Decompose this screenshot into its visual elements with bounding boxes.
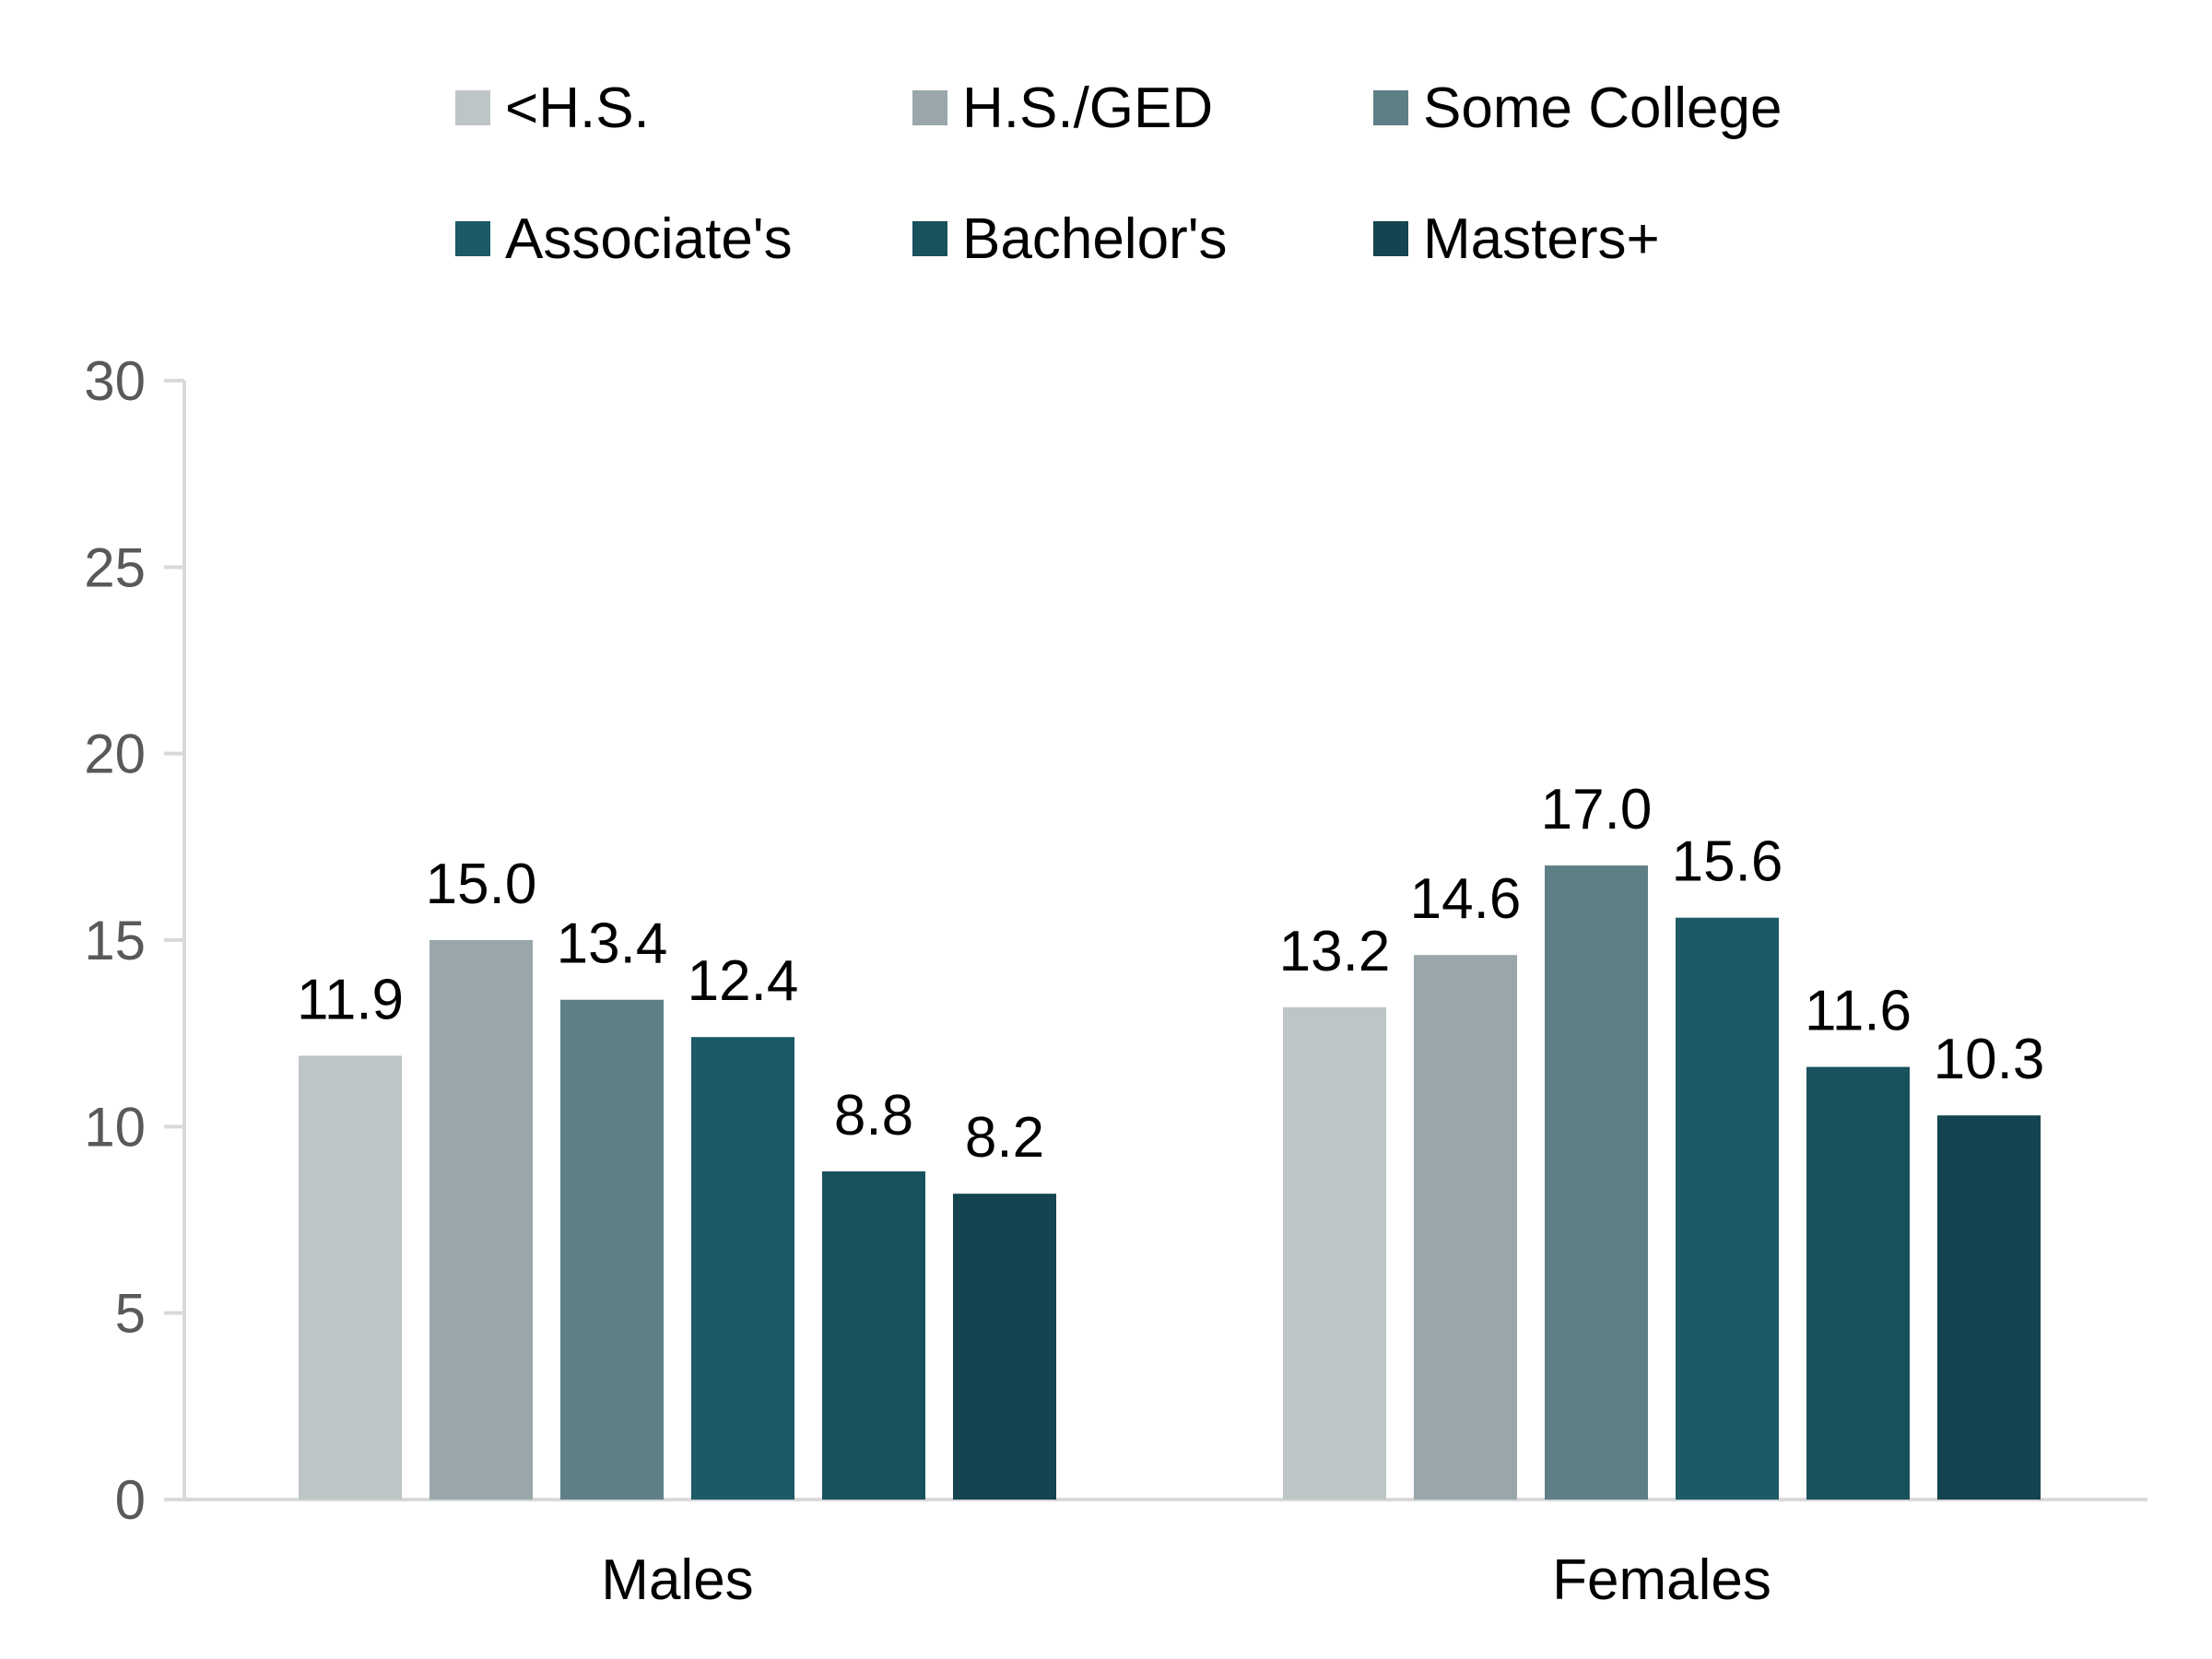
legend-swatch (455, 90, 490, 125)
bar (1283, 1006, 1386, 1500)
legend-swatch (912, 90, 947, 125)
y-tick-label: 20 (84, 724, 146, 785)
legend-label: Masters+ (1423, 207, 1660, 271)
bar (1806, 1066, 1910, 1500)
bar (1937, 1115, 2041, 1500)
bar (429, 940, 533, 1500)
bar (560, 999, 664, 1500)
x-category-label: Females (1552, 1548, 1771, 1612)
data-label: 15.6 (1672, 830, 1783, 894)
legend-label: Associate's (505, 207, 793, 271)
x-category-label: Males (601, 1548, 753, 1612)
legend-swatch (912, 221, 947, 256)
y-tick-label: 0 (115, 1469, 146, 1531)
data-label: 14.6 (1410, 867, 1522, 931)
data-label: 15.0 (426, 853, 537, 916)
legend-swatch (1373, 221, 1408, 256)
y-tick-label: 10 (84, 1096, 146, 1158)
legend-label: H.S./GED (962, 76, 1213, 140)
y-tick-label: 15 (84, 910, 146, 971)
bar (1545, 865, 1648, 1500)
axes: 0 5 10 15 20 25 30 Males Females (84, 350, 2147, 1612)
data-label: 13.4 (557, 912, 668, 976)
data-label: 10.3 (1934, 1028, 2045, 1091)
bar (1414, 955, 1517, 1500)
data-labels: 11.9 13.2 15.0 14.6 13.4 17.0 12.4 15.6 8.8 11.6 8… (297, 778, 2044, 1170)
legend-swatch (455, 221, 490, 256)
data-label: 8.2 (965, 1106, 1044, 1170)
data-label: 13.2 (1279, 920, 1391, 983)
legend-label: Bachelor's (962, 207, 1228, 271)
bar (691, 1037, 794, 1500)
bar (953, 1194, 1056, 1500)
data-label: 8.8 (834, 1084, 913, 1147)
bar (822, 1171, 925, 1500)
legend-swatch (1373, 90, 1408, 125)
bar (1676, 917, 1779, 1500)
legend-label: <H.S. (505, 76, 650, 140)
y-tick-label: 25 (84, 536, 146, 598)
y-tick-label: 5 (115, 1283, 146, 1345)
bars (299, 865, 2041, 1500)
bar (299, 1055, 402, 1500)
legend-label: Some College (1423, 76, 1782, 140)
data-label: 11.9 (297, 968, 404, 1031)
data-label: 17.0 (1541, 778, 1653, 841)
legend: <H.S. H.S./GED Some College Associate's Bach… (455, 76, 1782, 271)
data-label: 12.4 (688, 949, 799, 1013)
y-tick-label: 30 (84, 350, 146, 412)
data-label: 11.6 (1805, 980, 1912, 1043)
